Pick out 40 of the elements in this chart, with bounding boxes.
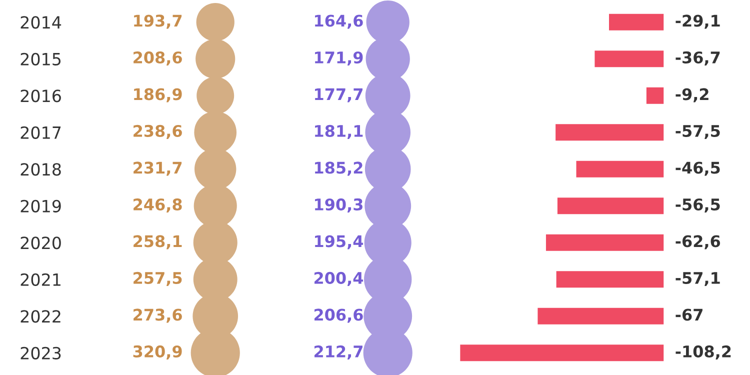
- data-label: -29,1: [676, 14, 720, 29]
- data-label: 186,9: [134, 88, 182, 102]
- data-label: -62,6: [676, 235, 720, 250]
- data-label: -9,2: [676, 88, 708, 102]
- y-tick-label: 2022: [20, 310, 60, 323]
- data-label: 231,7: [134, 162, 182, 176]
- y-tick-label: 2016: [20, 90, 61, 102]
- data-label: 164,6: [315, 14, 363, 29]
- data-label: 181,1: [315, 124, 363, 140]
- data-label: 185,2: [315, 162, 362, 176]
- data-label: -67: [676, 308, 702, 321]
- data-label: -57,5: [676, 125, 720, 140]
- data-label: 208,6: [134, 51, 182, 66]
- data-label: 320,9: [133, 345, 182, 360]
- y-tick-label: 2015: [20, 52, 61, 66]
- y-tick-label: 2020: [20, 236, 61, 250]
- data-label: 190,3: [315, 198, 362, 213]
- data-label: 246,8: [134, 198, 182, 213]
- data-label: 273,6: [134, 308, 182, 323]
- y-tick-label: 2023: [20, 346, 61, 360]
- data-label: 193,7: [134, 14, 182, 29]
- data-label: -108,2: [676, 345, 731, 360]
- data-label: 257,5: [134, 272, 182, 286]
- y-tick-label: 2014: [20, 16, 62, 29]
- data-label: 238,6: [134, 124, 182, 140]
- data-label: 206,6: [314, 308, 363, 323]
- data-label: 171,9: [315, 51, 363, 66]
- data-label: 258,1: [134, 235, 182, 250]
- y-tick-label: 2017: [20, 126, 61, 139]
- data-label: -57,1: [676, 272, 720, 286]
- data-label: -46,5: [676, 162, 720, 176]
- y-tick-label: 2018: [20, 163, 61, 176]
- data-label: 200,4: [314, 272, 364, 286]
- y-tick-label: 2021: [20, 273, 60, 286]
- data-label: 177,7: [315, 88, 362, 102]
- y-tick-label: 2019: [20, 200, 61, 212]
- data-label: 195,4: [315, 235, 364, 250]
- data-label: 212,7: [314, 345, 362, 360]
- data-label: -36,7: [676, 51, 720, 66]
- data-label: -56,5: [676, 198, 720, 213]
